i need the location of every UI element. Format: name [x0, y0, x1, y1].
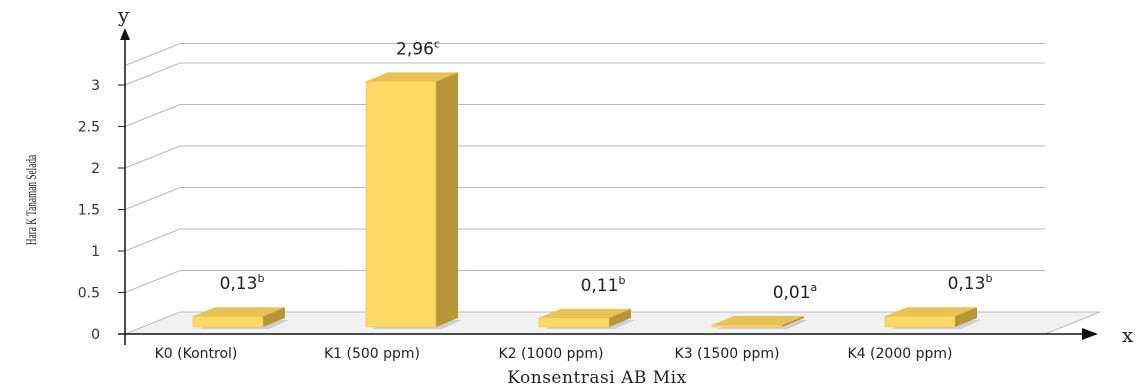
significance-letter: b [618, 274, 625, 287]
bar-front [711, 324, 783, 328]
bar-top [193, 307, 285, 317]
axes [118, 28, 1098, 345]
x-axis-letter: x [1122, 323, 1134, 347]
bar-front [192, 315, 264, 328]
gridlines [124, 43, 1045, 293]
y-tick-label: 2.5 [78, 120, 100, 136]
bar-k4 [884, 307, 981, 329]
bar-front [884, 315, 956, 328]
bar-side [263, 307, 285, 327]
data-label: 0,13b [220, 272, 265, 294]
data-label: 0,01a [773, 281, 818, 303]
gridline [124, 145, 1045, 169]
y-tick-label: 1 [91, 244, 100, 260]
bar-k1 [365, 72, 462, 329]
bar-k0 [192, 307, 289, 329]
gridline [124, 270, 1045, 293]
category-label: K0 (Kontrol) [155, 346, 238, 362]
gridline [124, 228, 1045, 252]
bar-front [538, 317, 610, 328]
significance-letter: b [257, 272, 264, 285]
bars [192, 72, 981, 329]
gridline [124, 104, 1045, 127]
significance-letter: c [434, 37, 440, 50]
y-axis-title: Hara K Tanaman Selada [23, 155, 40, 246]
data-label: 0,11b [581, 274, 626, 296]
bar-front [365, 81, 437, 328]
category-label: K3 (1500 ppm) [675, 346, 780, 362]
bar-side [782, 316, 804, 327]
data-label: 0,13b [948, 272, 993, 294]
significance-letter: b [985, 272, 992, 285]
gridline [124, 187, 1045, 210]
gridline [124, 62, 1045, 86]
y-tick-label: 0.5 [78, 286, 100, 302]
bar-side [609, 308, 631, 327]
bar-side [955, 307, 977, 327]
bar-top [885, 307, 977, 317]
category-label: K1 (500 ppm) [324, 346, 420, 362]
bar-top [712, 316, 804, 325]
y-tick-label: 2 [91, 161, 100, 177]
y-tick-labels: 0 0.5 1 1.5 2 2.5 3 [78, 78, 125, 343]
category-label: K2 (1000 ppm) [499, 346, 604, 362]
data-label: 2,96c [396, 37, 440, 59]
y-axis-letter: y [117, 3, 130, 27]
data-labels: 0,13b 2,96c 0,11b 0,01a 0,13b [220, 37, 993, 303]
gridline [124, 43, 1045, 66]
x-axis-arrow [1082, 328, 1098, 340]
bar-k2 [538, 308, 635, 329]
significance-letter: a [811, 281, 818, 294]
y-tick-label: 0 [91, 327, 100, 343]
y-tick-label: 3 [91, 78, 100, 94]
bar-top [539, 308, 631, 318]
bar-side [436, 72, 458, 327]
x-axis-title: Konsentrasi AB Mix [507, 368, 686, 388]
category-label: K4 (2000 ppm) [848, 346, 953, 362]
bar-k3 [711, 316, 808, 329]
category-labels: K0 (Kontrol) K1 (500 ppm) K2 (1000 ppm) K3 … [155, 346, 953, 362]
y-tick-label: 1.5 [78, 203, 100, 219]
y-axis-arrow [120, 28, 130, 40]
bar-top [366, 72, 458, 82]
